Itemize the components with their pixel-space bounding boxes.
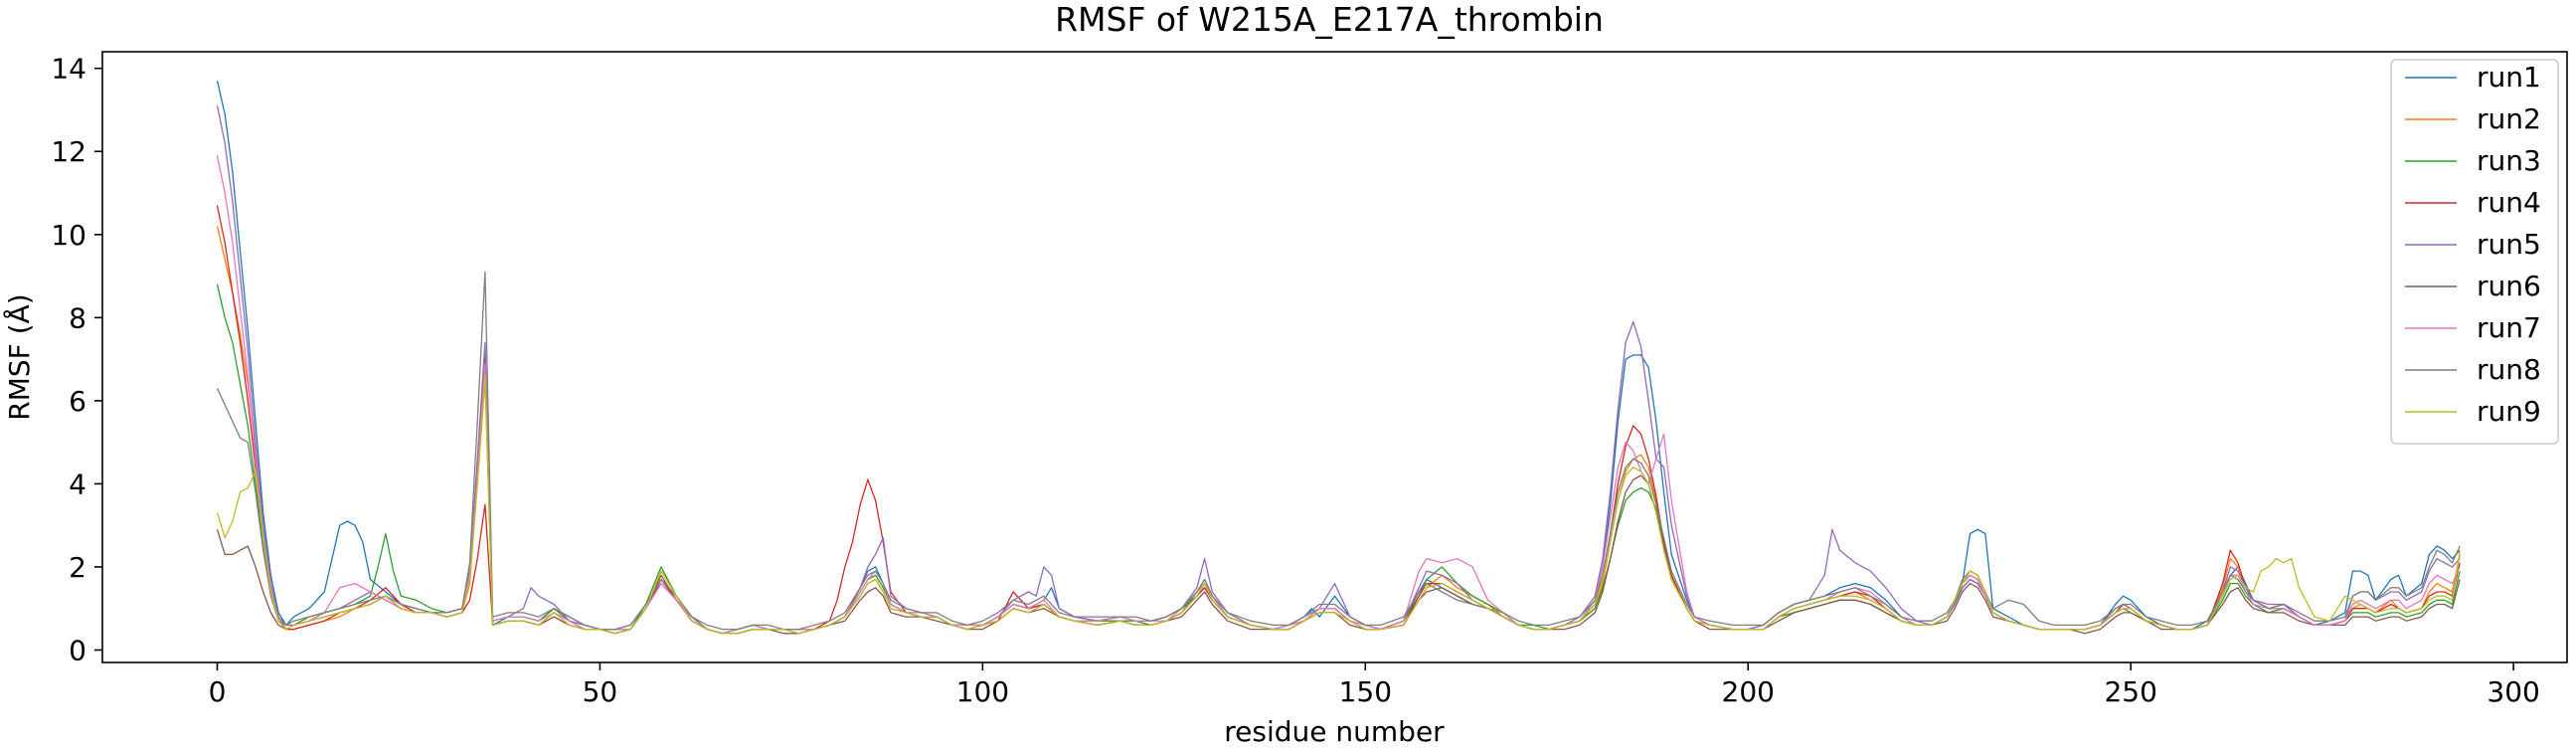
- legend-box: [2390, 59, 2559, 445]
- x-tick-label: 300: [2487, 675, 2539, 708]
- y-tick-label: 0: [69, 634, 86, 666]
- series-line-run1: [216, 81, 2461, 635]
- y-tick-label: 8: [69, 301, 86, 334]
- x-tick-label: 200: [1722, 675, 1775, 708]
- y-tick-label: 14: [51, 53, 86, 86]
- series-line-run2: [216, 226, 2461, 635]
- series-line-run7: [216, 155, 2461, 635]
- legend-label-run2: run2: [2477, 102, 2541, 135]
- chart-legend: run1 run2 run3 run4 run5 run6 run7 run8 run9: [2390, 59, 2559, 445]
- y-tick-label: 12: [51, 135, 86, 168]
- x-tick-label: 0: [209, 675, 227, 708]
- x-tick-label: 250: [2104, 675, 2156, 708]
- series-line-run3: [216, 283, 2461, 635]
- x-axis: 0 50 100 150 200 250 300: [209, 662, 2540, 708]
- legend-label-run9: run9: [2477, 395, 2541, 428]
- x-tick-label: 100: [956, 675, 1009, 708]
- y-tick-label: 6: [69, 385, 86, 418]
- y-tick-label: 10: [51, 219, 86, 252]
- legend-label-run3: run3: [2477, 144, 2541, 177]
- series-line-run4: [216, 205, 2461, 635]
- series-line-run8: [216, 271, 2461, 631]
- legend-label-run8: run8: [2477, 353, 2541, 386]
- y-tick-label: 4: [69, 468, 86, 500]
- legend-label-run5: run5: [2477, 228, 2541, 261]
- series-line-run5: [216, 105, 2461, 635]
- series-layer: [216, 81, 2461, 635]
- x-tick-label: 150: [1339, 675, 1392, 708]
- x-tick-label: 50: [583, 675, 618, 708]
- legend-label-run6: run6: [2477, 270, 2541, 302]
- chart-title: RMSF of W215A_E217A_thrombin: [1055, 0, 1604, 39]
- y-tick-label: 2: [69, 551, 86, 584]
- legend-label-run7: run7: [2477, 311, 2541, 344]
- legend-label-run1: run1: [2477, 61, 2541, 94]
- y-axis: 0 2 4 6 8 10 12 14: [51, 53, 102, 666]
- plot-area-frame: [101, 51, 2568, 663]
- x-axis-label: residue number: [1224, 715, 1445, 748]
- series-line-run9: [216, 375, 2461, 635]
- legend-label-run4: run4: [2477, 186, 2541, 219]
- y-axis-label: RMSF (Å): [2, 293, 36, 420]
